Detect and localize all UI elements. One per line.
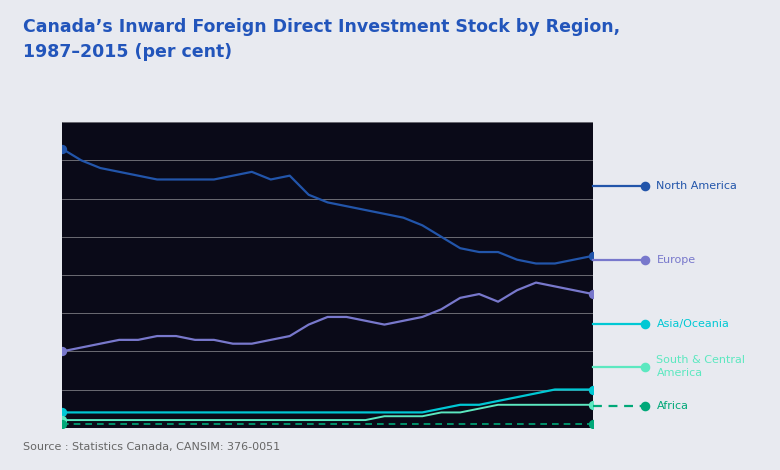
- Text: Africa: Africa: [657, 401, 689, 411]
- Point: [56, 145, 69, 153]
- Text: Canada’s Inward Foreign Direct Investment Stock by Region,
1987–2015 (per cent): Canada’s Inward Foreign Direct Investmen…: [23, 18, 621, 61]
- Text: Europe: Europe: [657, 255, 696, 265]
- Text: South & Central
America: South & Central America: [657, 355, 746, 378]
- Point: [56, 348, 69, 355]
- Point: [56, 420, 69, 428]
- Point: [587, 290, 599, 298]
- Point: [587, 252, 599, 259]
- Text: North America: North America: [657, 181, 737, 191]
- Point: [587, 401, 599, 408]
- Text: Source : Statistics Canada, CANSIM: 376-0051: Source : Statistics Canada, CANSIM: 376-…: [23, 442, 281, 452]
- Point: [56, 408, 69, 416]
- Point: [56, 416, 69, 424]
- Text: Asia/Oceania: Asia/Oceania: [657, 319, 729, 329]
- Point: [587, 420, 599, 428]
- Point: [587, 386, 599, 393]
